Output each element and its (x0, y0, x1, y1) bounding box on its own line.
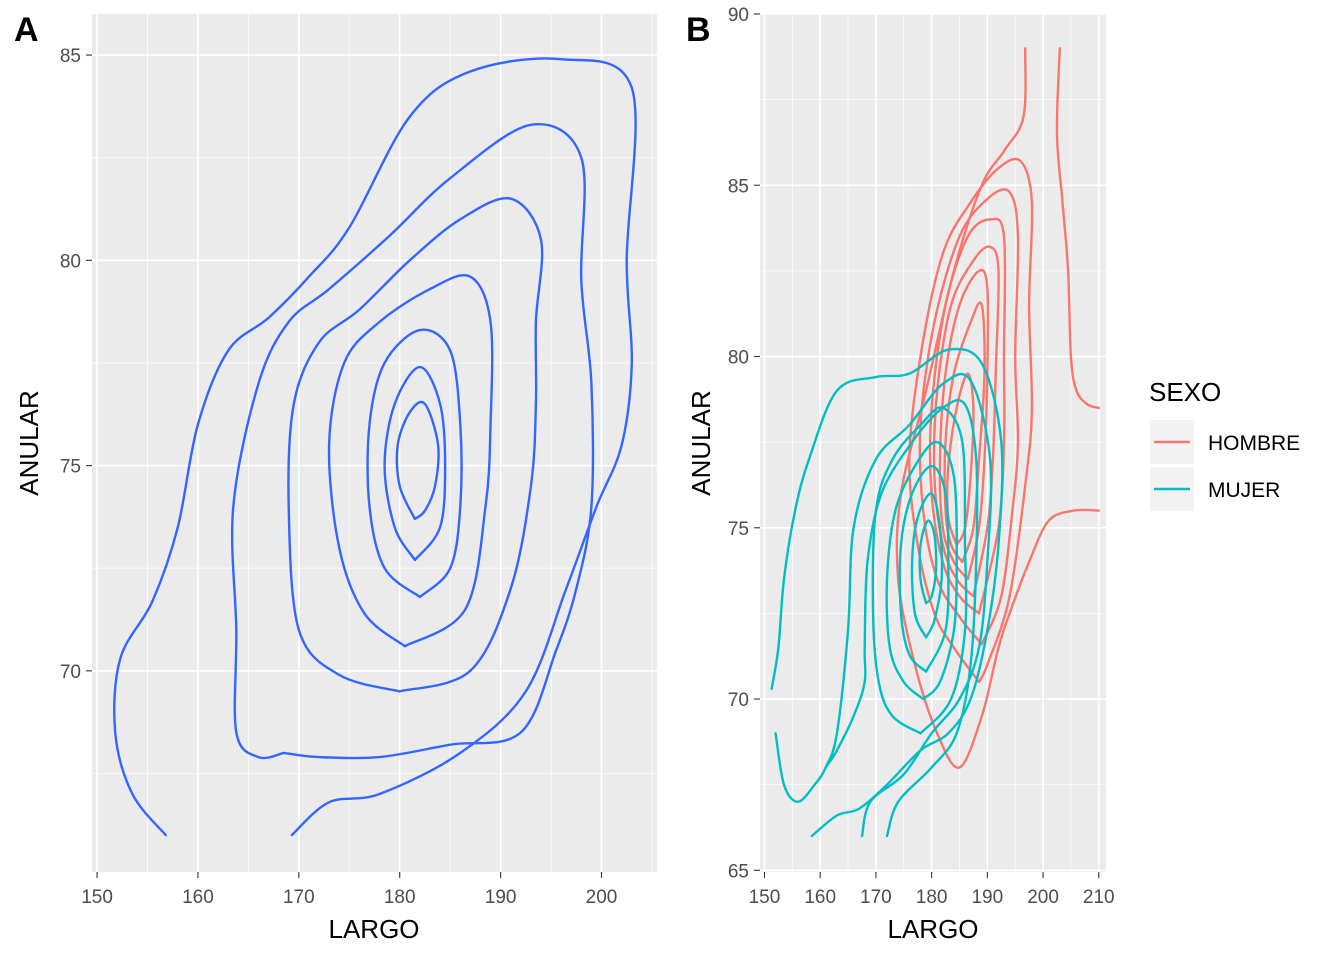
contour-line-densidad-3 (287, 196, 544, 693)
contour-line-hombre-5 (928, 217, 1007, 615)
panel-a-x-tick-label: 180 (384, 887, 416, 908)
legend-label-mujer: MUJER (1208, 479, 1280, 502)
panel-a-x-tick-label: 150 (81, 887, 113, 908)
panel-a-y-tick-label: 75 (60, 457, 81, 478)
panel-a-x-axis-title: LARGO (328, 914, 419, 944)
legend-item-hombre: HOMBRE (1150, 420, 1300, 464)
contour-line-densidad-6 (383, 365, 447, 562)
panel-b-y-tick-label: 65 (728, 861, 749, 882)
contour-line-mujer-4 (871, 406, 968, 735)
contour-line-mujer-3 (824, 398, 979, 838)
contour-line-mujer-8 (918, 519, 938, 605)
panel-a-plot-area (92, 14, 657, 872)
contour-line-mujer-1 (770, 347, 1004, 838)
panel-a-x-tick-label: 200 (586, 887, 618, 908)
legend: SEXO HOMBRE MUJER (1149, 377, 1300, 511)
panel-b-y-axis-title: ANULAR (686, 390, 716, 495)
panel-a-x-tick-label: 170 (283, 887, 315, 908)
contour-line-mujer-6 (898, 464, 950, 673)
contour-line-hombre-7 (938, 268, 990, 581)
panel-a-y-axis-title: ANULAR (14, 390, 44, 495)
panel-b-x-axis-title: LARGO (887, 914, 978, 944)
panel-b-x-tick-label: 170 (860, 887, 892, 908)
contour-line-densidad-5 (366, 328, 463, 599)
panel-a-y-tick-label: 70 (60, 662, 81, 683)
panel-b-axis-ticks: 150 160 170 180 190 200 210 65 70 75 80 85 90 (728, 5, 1115, 908)
contour-line-densidad-1 (113, 57, 637, 837)
contour-line-hombre-3 (908, 157, 1034, 684)
panel-a: A 150 160 170 180 190 200 70 75 80 85 LARGO ANULA… (14, 11, 657, 944)
panel-a-y-tick-label: 80 (60, 251, 81, 272)
panel-a-x-tick-label: 160 (182, 887, 214, 908)
contour-line-mujer-5 (885, 440, 958, 701)
panel-b-y-tick-label: 70 (728, 690, 749, 711)
contour-line-hombre-2 (1055, 47, 1100, 410)
panel-a-y-tick-label: 85 (60, 46, 81, 67)
panel-a-tag: A (14, 11, 39, 49)
contour-line-hombre-4 (918, 188, 1020, 646)
contour-line-mujer-2 (774, 372, 993, 838)
panel-b-y-tick-label: 75 (728, 519, 749, 540)
panel-b-x-tick-label: 190 (971, 887, 1003, 908)
contour-line-densidad-7 (395, 400, 440, 521)
panel-a-grid (92, 14, 657, 872)
panel-b-x-tick-label: 180 (916, 887, 948, 908)
panel-b-y-tick-label: 90 (728, 5, 749, 26)
panel-b-x-tick-label: 160 (804, 887, 836, 908)
contour-line-densidad-4 (327, 274, 494, 648)
panel-b-x-tick-label: 200 (1027, 887, 1059, 908)
panel-b-x-tick-label: 150 (749, 887, 781, 908)
panel-a-x-tick-label: 190 (485, 887, 517, 908)
panel-b-y-tick-label: 80 (728, 348, 749, 369)
legend-title: SEXO (1149, 377, 1221, 407)
panel-b-x-tick-label: 210 (1083, 887, 1115, 908)
panel-a-axis-ticks: 150 160 170 180 190 200 70 75 80 85 (60, 46, 618, 908)
panel-b-tag: B (686, 11, 711, 49)
contour-line-densidad-2 (230, 122, 595, 760)
legend-label-hombre: HOMBRE (1208, 432, 1300, 455)
contour-line-mujer-7 (910, 492, 944, 639)
panel-b-y-tick-label: 85 (728, 176, 749, 197)
panel-a-contours (113, 57, 637, 837)
panel-b: B 150 160 170 180 190 200 210 65 70 75 80 85 90 LARG… (686, 5, 1115, 944)
panel-b-contours (770, 47, 1100, 838)
legend-item-mujer: MUJER (1150, 467, 1280, 511)
